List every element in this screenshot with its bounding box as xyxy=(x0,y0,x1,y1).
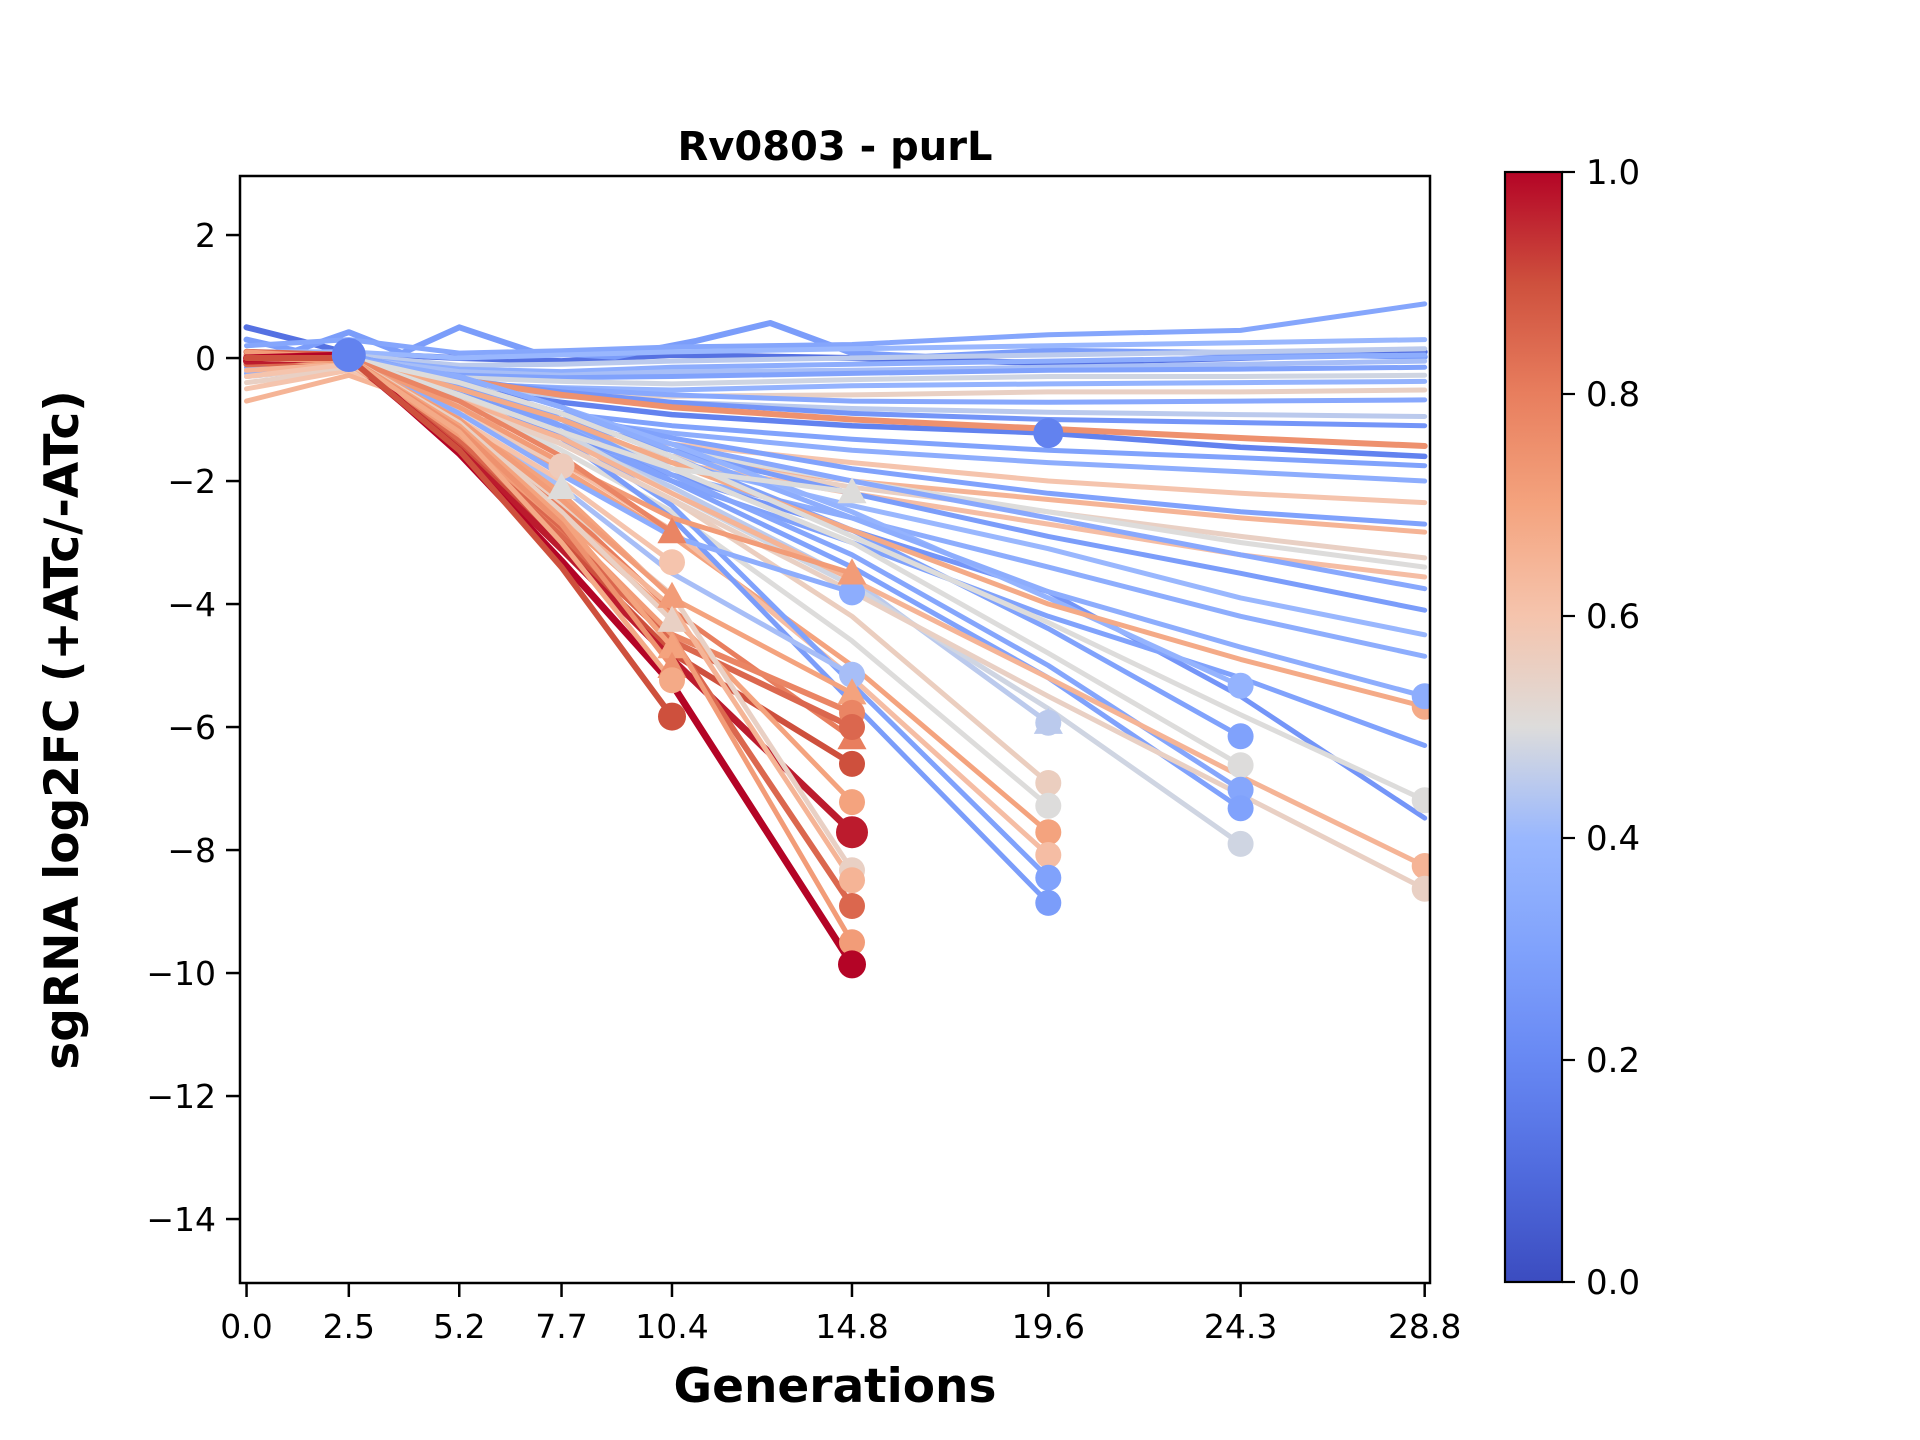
y-tick-label: −14 xyxy=(146,1200,216,1239)
endpoint-circle-marker xyxy=(839,661,865,688)
endpoint-circle-marker xyxy=(836,816,868,849)
x-tick-label: 2.5 xyxy=(323,1307,375,1346)
y-tick-label: −6 xyxy=(167,708,216,747)
x-tick-label: 28.8 xyxy=(1388,1307,1461,1346)
endpoint-triangle-marker xyxy=(837,678,867,705)
endpoint-triangle-marker xyxy=(1033,707,1063,734)
endpoint-triangle-marker xyxy=(837,558,867,585)
x-tick-label: 7.7 xyxy=(535,1307,587,1346)
endpoint-circle-marker xyxy=(839,789,865,816)
plot-border xyxy=(238,174,1432,1285)
endpoint-circle-marker xyxy=(658,702,686,731)
endpoint-circle-marker xyxy=(839,579,865,606)
x-axis-label: Generations xyxy=(674,1359,997,1414)
endpoint-circle-marker xyxy=(839,750,865,777)
endpoint-circle-marker xyxy=(1033,418,1064,449)
x-tick-label: 10.4 xyxy=(635,1307,708,1346)
y-tick-label: 0 xyxy=(195,339,216,378)
endpoint-circle-marker xyxy=(1227,752,1254,779)
chart-title: Rv0803 - purL xyxy=(678,124,993,170)
endpoint-triangle-marker xyxy=(547,472,577,499)
sgRNA-trajectory-line xyxy=(244,337,1428,361)
endpoint-circle-marker xyxy=(548,453,575,480)
endpoint-circle-marker xyxy=(1411,875,1430,902)
x-tick-label: 24.3 xyxy=(1204,1307,1277,1346)
endpoint-triangle-marker xyxy=(657,581,687,608)
endpoint-triangle-marker xyxy=(837,477,867,504)
y-tick-label: −12 xyxy=(146,1077,216,1116)
sgRNA-trajectory-line xyxy=(244,301,1428,356)
colorbar-tick-label: 0.0 xyxy=(1586,1263,1640,1303)
colorbar-tick-label: 0.2 xyxy=(1586,1041,1640,1081)
x-tick-label: 0.0 xyxy=(220,1307,272,1346)
endpoint-circle-marker xyxy=(659,667,685,694)
endpoint-circle-marker xyxy=(839,929,865,956)
endpoint-triangle-marker xyxy=(657,605,687,632)
endpoint-circle-marker xyxy=(659,549,685,576)
sgRNA-trajectory-line xyxy=(244,355,1428,803)
endpoint-circle-marker xyxy=(331,338,366,372)
endpoint-triangle-marker xyxy=(657,632,687,659)
endpoint-circle-marker xyxy=(1035,864,1062,891)
colorbar-tick-label: 0.8 xyxy=(1586,375,1640,415)
endpoint-circle-marker xyxy=(1035,770,1062,796)
series-layer xyxy=(243,301,1428,968)
marker-layer xyxy=(331,338,1430,979)
endpoint-circle-marker xyxy=(839,867,865,894)
sgRNA-trajectory-line xyxy=(244,346,1428,368)
x-tick-label: 5.2 xyxy=(433,1307,485,1346)
y-tick-label: −10 xyxy=(146,954,216,993)
endpoint-circle-marker xyxy=(1411,853,1430,879)
endpoint-circle-marker xyxy=(1411,683,1430,710)
endpoint-circle-marker xyxy=(839,714,865,740)
colorbar-gradient xyxy=(1503,170,1564,1284)
endpoint-circle-marker xyxy=(1411,787,1430,814)
colorbar-tick-label: 1.0 xyxy=(1586,153,1640,193)
endpoint-circle-marker xyxy=(838,950,866,979)
colorbar: 1.0 0.8 0.6 0.4 0.2 0.0 xyxy=(1503,153,1640,1303)
endpoint-circle-marker xyxy=(1035,889,1062,916)
colorbar-tick-label: 0.4 xyxy=(1586,819,1640,859)
y-tick-label: −4 xyxy=(167,585,216,624)
y-tick-label: −8 xyxy=(167,831,216,870)
y-tick-label: 2 xyxy=(195,216,216,255)
sgRNA-trajectory-line xyxy=(243,355,675,720)
endpoint-triangle-marker xyxy=(657,517,687,544)
x-tick-label: 14.8 xyxy=(815,1307,888,1346)
endpoint-circle-marker xyxy=(1227,776,1254,803)
endpoint-circle-marker xyxy=(1227,723,1254,750)
axes-layer: 0.0 2.5 5.2 7.7 10.4 14.8 19.6 24.3 28.8 2 0 −2 −4 −6… xyxy=(146,174,1461,1346)
endpoint-circle-marker xyxy=(1227,795,1254,822)
colorbar-tick-label: 0.6 xyxy=(1586,597,1640,637)
x-tick-label: 19.6 xyxy=(1012,1307,1085,1346)
endpoint-circle-marker xyxy=(1227,672,1254,699)
y-tick-label: −2 xyxy=(167,462,216,501)
endpoint-circle-marker xyxy=(1227,830,1254,857)
endpoint-circle-marker xyxy=(839,893,865,919)
endpoint-circle-marker xyxy=(1035,842,1062,868)
endpoint-circle-marker xyxy=(1035,819,1062,846)
endpoint-circle-marker xyxy=(1035,792,1062,819)
y-axis-label: sgRNA log2FC (+ATc/-ATc) xyxy=(35,390,90,1069)
